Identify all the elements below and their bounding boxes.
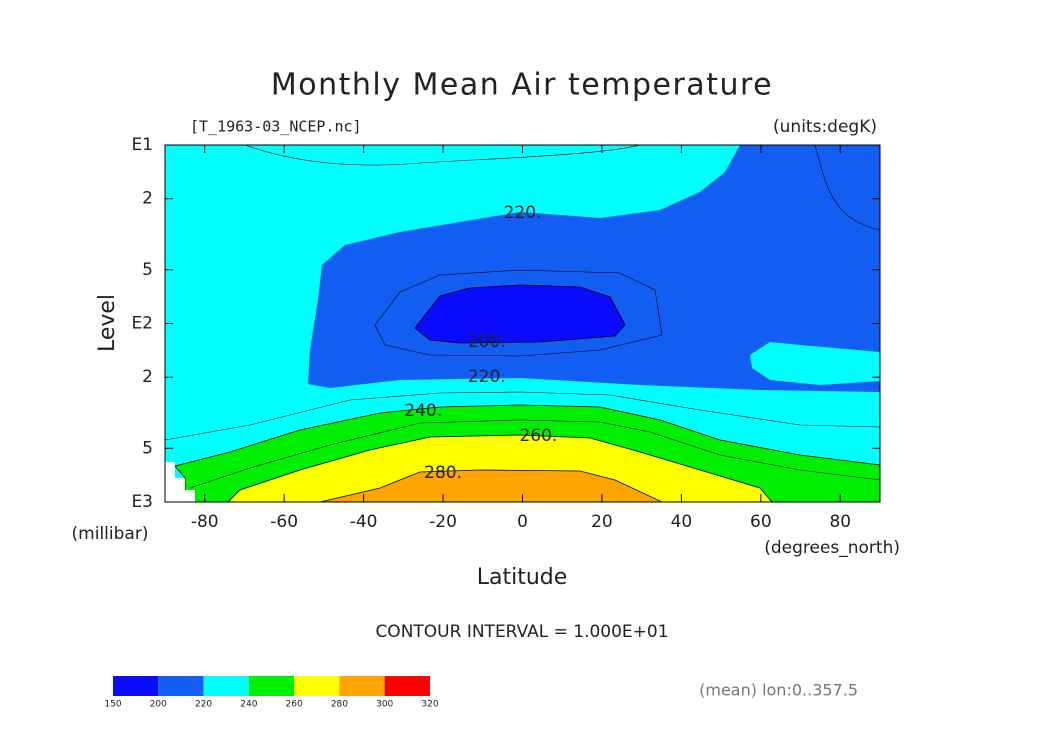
x-tick-label: 0 <box>517 512 528 532</box>
contour-line <box>814 144 881 231</box>
colorbar-segment <box>339 676 385 696</box>
y-tick-label: E1 <box>131 135 153 155</box>
y-tick-label: 5 <box>142 438 153 458</box>
colorbar-label: 300 <box>376 700 393 710</box>
subtitle: [T_1963-03_NCEP.nc] <box>190 118 362 136</box>
band-yellow <box>227 434 773 503</box>
y-tick-label: 2 <box>142 367 153 387</box>
x-tick-label: -80 <box>191 512 219 532</box>
contour-line <box>189 419 881 489</box>
x-tick-label: 20 <box>591 512 613 532</box>
x-tick-label: 60 <box>750 512 772 532</box>
contour-interval: CONTOUR INTERVAL = 1.000E+01 <box>375 622 668 642</box>
colorbar-label: 240 <box>240 700 257 710</box>
band-cyan-island <box>750 342 880 385</box>
chart-title: Monthly Mean Air temperature <box>271 68 773 103</box>
contour-line <box>374 269 663 357</box>
note: (mean) lon:0..357.5 <box>699 681 858 700</box>
units: (units:degK) <box>773 117 877 137</box>
y-axis-title: Level <box>95 294 120 352</box>
contour-label: 200. <box>468 332 506 352</box>
contour-label: 220. <box>504 203 542 223</box>
colorbar-segment <box>158 676 204 696</box>
colorbar-label: 280 <box>331 700 348 710</box>
x-tick-label: -20 <box>429 512 457 532</box>
colorbar-label: 260 <box>286 700 303 710</box>
contour-label: 240. <box>404 401 442 421</box>
x-axis-title: Latitude <box>477 565 568 590</box>
x-tick-label: 80 <box>829 512 851 532</box>
missing-data <box>165 462 195 502</box>
y-units: (millibar) <box>72 524 149 544</box>
x-tick-label: -60 <box>270 512 298 532</box>
contour-line <box>164 391 881 441</box>
colorbar-label: 320 <box>421 700 438 710</box>
y-tick-label: 5 <box>142 260 153 280</box>
contour-line <box>244 144 641 166</box>
contour-fill <box>164 144 881 503</box>
band-orange <box>319 469 663 503</box>
y-tick-label: E2 <box>131 314 153 334</box>
colorbar-label: 220 <box>195 700 212 710</box>
colorbar-label: 200 <box>150 700 167 710</box>
contour-label: 260. <box>519 426 557 446</box>
y-tick-label: 2 <box>142 189 153 209</box>
colorbar-segment <box>294 676 340 696</box>
colorbar-segment <box>248 676 295 696</box>
colorbar-segment <box>113 676 159 696</box>
x-tick-label: 40 <box>671 512 693 532</box>
x-tick-label: -40 <box>350 512 378 532</box>
contour-label: 220. <box>468 367 506 387</box>
colorbar-label: 150 <box>104 700 121 710</box>
contour-label: 280. <box>424 463 462 483</box>
x-units: (degrees_north) <box>764 538 900 558</box>
colorbar-segment <box>384 676 430 696</box>
y-tick-label: E3 <box>131 492 153 512</box>
colorbar-segment <box>203 676 249 696</box>
band-dark-blue <box>414 284 626 344</box>
